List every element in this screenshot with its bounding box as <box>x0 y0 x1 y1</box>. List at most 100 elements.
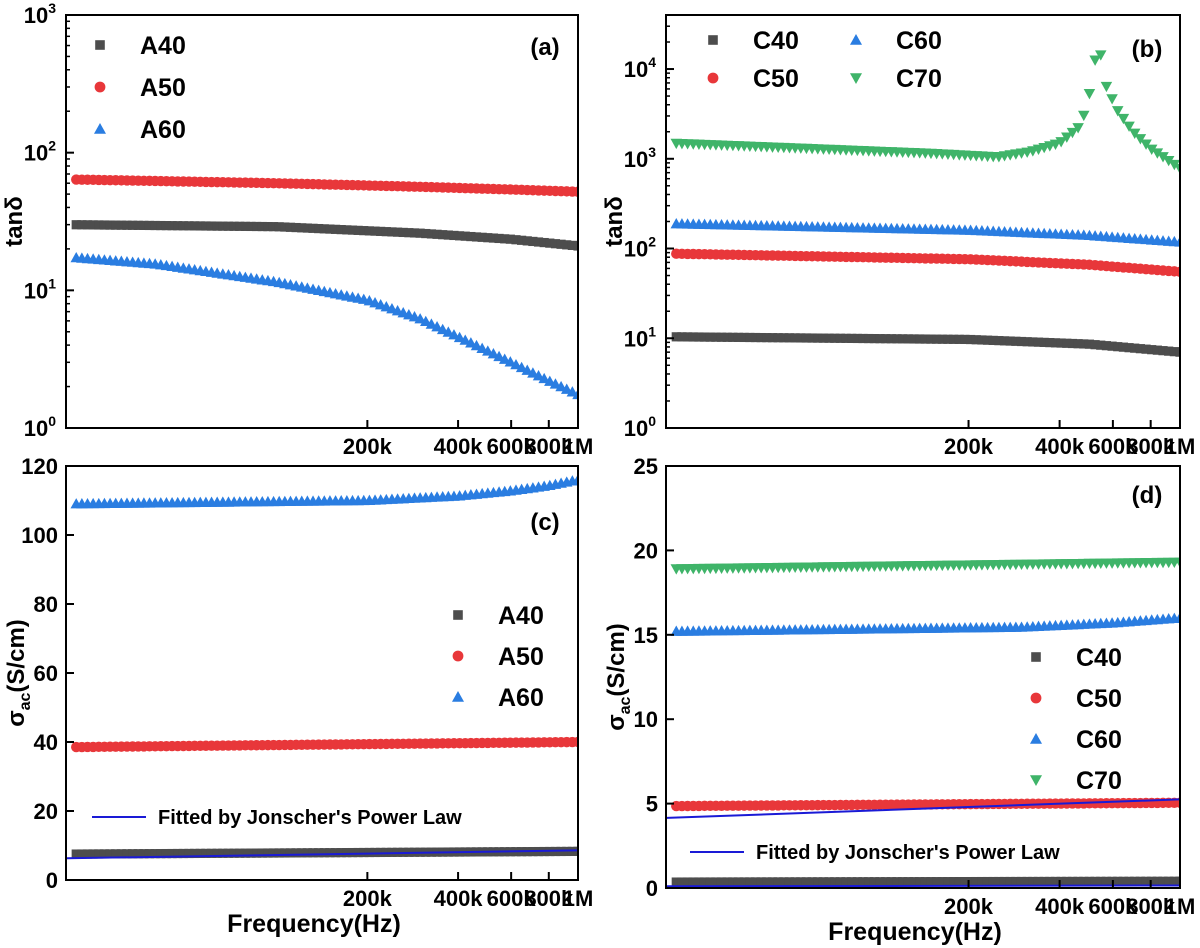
data-point <box>122 849 132 859</box>
legend-label: A40 <box>498 602 544 630</box>
data-point <box>1164 346 1174 356</box>
data-point <box>852 333 862 344</box>
data-point <box>1033 337 1044 347</box>
data-point <box>779 333 789 343</box>
data-point <box>699 877 710 887</box>
data-point <box>359 226 369 236</box>
data-point <box>572 736 577 748</box>
data-point <box>291 848 301 858</box>
data-point <box>229 848 239 858</box>
data-point <box>1078 110 1090 122</box>
fit-line <box>67 849 577 860</box>
data-point <box>982 335 993 345</box>
legend: A40 A50 A60 Fitted by Jonscher's Power Law <box>92 602 544 829</box>
legend-marker <box>95 40 105 50</box>
data-point <box>750 877 761 887</box>
series-A50 <box>71 736 577 753</box>
data-point <box>1083 89 1096 100</box>
x-tick-label: 800k <box>524 886 574 911</box>
data-point <box>960 877 970 887</box>
data-point <box>864 333 874 344</box>
data-point <box>875 334 885 344</box>
x-tick-label: 800k <box>1126 894 1176 919</box>
data-point <box>88 220 98 230</box>
data-point <box>1039 337 1049 347</box>
data-point <box>99 849 110 859</box>
data-point <box>1016 336 1027 347</box>
data-point <box>699 332 710 342</box>
data-point <box>801 333 812 343</box>
y-tick-label: 0 <box>46 868 58 893</box>
data-point <box>404 228 414 238</box>
data-point <box>539 237 549 248</box>
data-point <box>116 220 126 230</box>
data-point <box>682 877 693 887</box>
y-tick-label: 102 <box>624 234 656 262</box>
legend-entry-A60: A60 <box>94 116 186 144</box>
x-tick-label: 600k <box>1088 434 1138 459</box>
legend-marker <box>452 691 464 702</box>
data-point <box>347 225 358 235</box>
x-tick-label: 200k <box>343 886 393 911</box>
data-point <box>937 334 947 344</box>
data-point <box>847 877 857 887</box>
data-point <box>421 228 431 239</box>
data-point <box>167 848 177 859</box>
data-point <box>813 333 823 343</box>
data-point <box>111 849 121 859</box>
x-tick-label: 1M <box>1165 894 1196 919</box>
data-point <box>1101 341 1112 351</box>
data-point <box>291 222 301 233</box>
data-point <box>711 332 721 342</box>
data-point <box>1061 132 1073 143</box>
data-point <box>223 221 234 231</box>
data-point <box>1028 337 1038 347</box>
data-point <box>1158 876 1168 886</box>
data-point <box>1005 336 1015 346</box>
data-point <box>342 225 352 235</box>
data-point <box>342 848 352 858</box>
y-axis-label: tanδ <box>601 196 628 247</box>
legend-label: C60 <box>896 27 942 55</box>
axes-frame <box>65 14 579 429</box>
data-point <box>167 221 177 231</box>
data-point <box>971 335 981 345</box>
data-point <box>494 233 504 244</box>
data-point <box>739 332 749 343</box>
data-point <box>71 220 81 230</box>
data-point <box>1056 876 1066 887</box>
legend-entry-A40: A40 <box>95 32 186 60</box>
legend-entry-A50: A50 <box>452 643 544 671</box>
data-point <box>824 877 834 887</box>
plot-area <box>70 174 577 400</box>
data-point <box>1090 340 1100 350</box>
data-point <box>240 221 250 231</box>
data-point <box>455 231 465 241</box>
data-point <box>82 849 93 859</box>
data-point <box>449 230 459 241</box>
data-point <box>671 332 681 342</box>
legend-entry-C60: C60 <box>1030 726 1122 754</box>
data-point <box>77 220 87 230</box>
data-point <box>943 334 953 344</box>
x-tick-label: 400k <box>434 434 484 459</box>
data-point <box>1174 557 1179 567</box>
data-point <box>1072 123 1084 134</box>
data-point <box>550 239 561 249</box>
legend-marker <box>1030 775 1042 786</box>
data-point <box>263 848 273 858</box>
data-point <box>1066 127 1079 139</box>
legend-label: A50 <box>498 643 544 671</box>
data-point <box>869 877 879 887</box>
data-point <box>954 334 964 344</box>
legend-entry-C40: C40 <box>1031 644 1122 672</box>
data-point <box>88 849 98 859</box>
data-point <box>240 848 250 858</box>
data-point <box>965 334 976 345</box>
y-tick-label: 10 <box>634 707 658 732</box>
data-point <box>573 241 577 251</box>
data-point <box>801 877 812 887</box>
data-point <box>745 332 755 343</box>
data-point <box>94 849 104 859</box>
y-tick-label: 5 <box>646 792 658 817</box>
